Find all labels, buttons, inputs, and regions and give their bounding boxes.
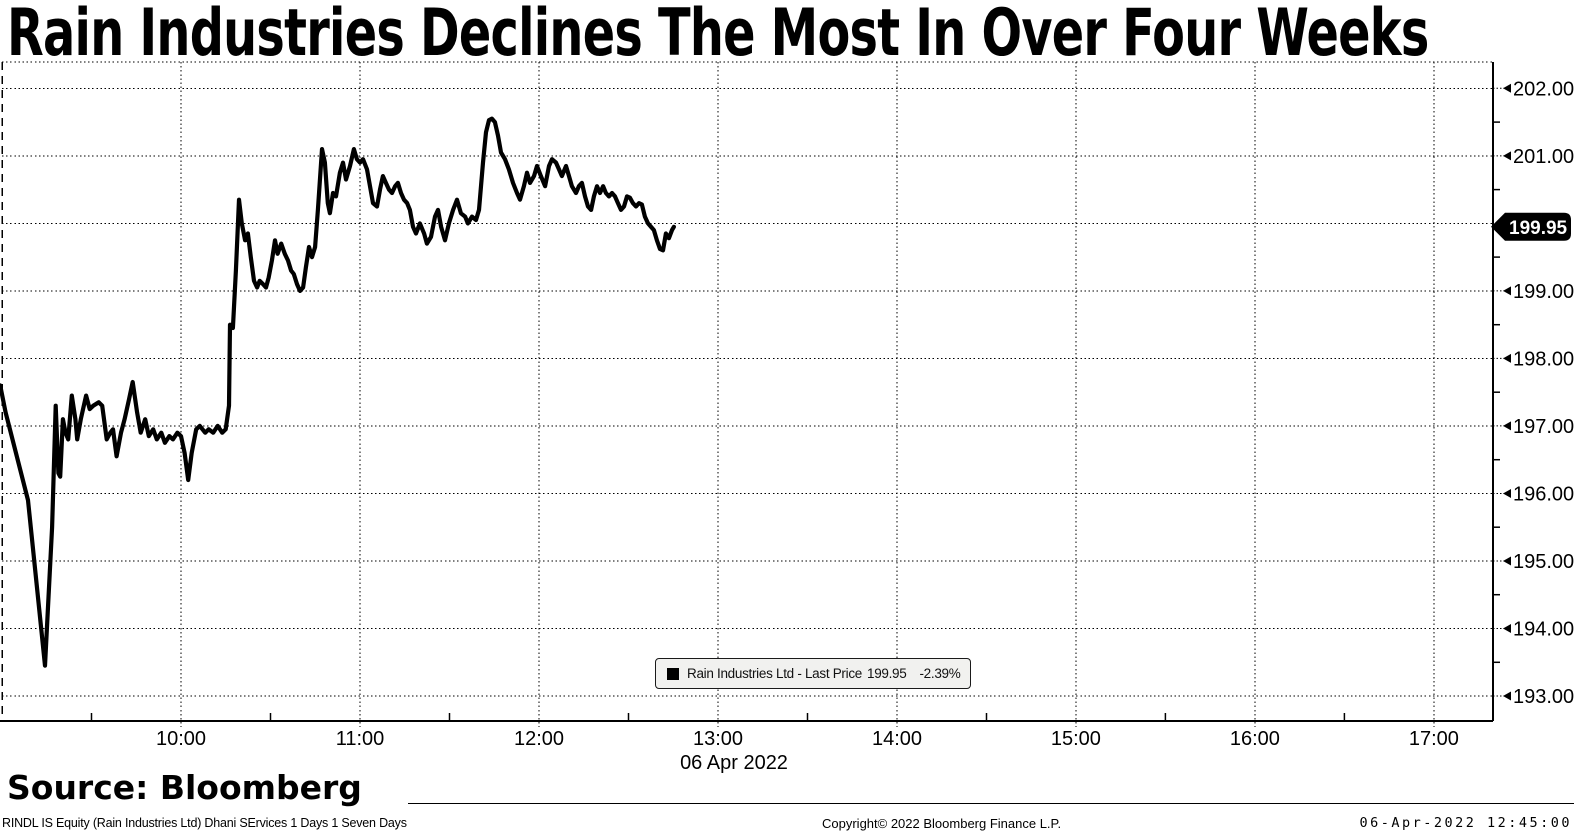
x-tick-label: 13:00 — [693, 728, 743, 750]
footer-security-info: RINDL IS Equity (Rain Industries Ltd) Dh… — [2, 816, 407, 830]
x-tick-label: 11:00 — [336, 728, 385, 750]
y-tick-arrow-icon — [1503, 691, 1511, 701]
y-tick-label: 193.00 — [1513, 686, 1574, 708]
footer-divider — [408, 803, 1574, 804]
x-tick-label: 14:00 — [872, 728, 922, 750]
series-legend[interactable]: Rain Industries Ltd - Last Price 199.95 … — [655, 658, 972, 689]
price-chart-canvas[interactable]: 202.00 201.00 199.00 198.00 197.00 196.00 195.… — [0, 0, 1574, 800]
price-line — [0, 116, 676, 668]
y-tick-arrow-icon — [1503, 489, 1511, 498]
y-tick-arrow-icon — [1503, 624, 1511, 633]
x-tick-label: 12:00 — [514, 728, 564, 750]
y-tick-arrow-icon — [1503, 421, 1511, 431]
x-tick-label: 10:00 — [156, 728, 206, 750]
date-label: 06 Apr 2022 — [680, 752, 788, 774]
y-tick-arrow-icon — [1503, 151, 1511, 161]
y-tick-label: 202.00 — [1513, 78, 1574, 100]
y-tick-label: 197.00 — [1513, 416, 1574, 438]
y-tick-arrow-icon — [1503, 353, 1511, 363]
x-tick-label: 15:00 — [1051, 728, 1101, 750]
chart-title: Rain Industries Declines The Most In Ove… — [7, 0, 1429, 71]
y-tick-label: 195.00 — [1513, 551, 1574, 573]
y-tick-arrow-icon — [1503, 556, 1511, 566]
x-tick-label: 17:00 — [1409, 728, 1459, 750]
footer-copyright: Copyright© 2022 Bloomberg Finance L.P. — [822, 816, 1062, 831]
last-price-tag — [1491, 212, 1571, 241]
footer-timestamp: 06-Apr-2022 12:45:00 — [1359, 815, 1572, 831]
y-tick-label: 196.00 — [1513, 484, 1574, 506]
legend-last-price: 199.95 — [866, 666, 907, 681]
x-tick-label: 16:00 — [1230, 728, 1280, 750]
legend-change-percent: -2.39% — [919, 666, 961, 681]
last-price-tag-label: 199.95 — [1509, 218, 1568, 239]
y-tick-label: 201.00 — [1513, 146, 1574, 168]
y-tick-arrow-icon — [1503, 286, 1511, 296]
y-tick-label: 194.00 — [1513, 619, 1574, 641]
y-tick-label: 198.00 — [1513, 348, 1574, 370]
legend-series-label: Rain Industries Ltd - Last Price — [687, 666, 862, 681]
y-tick-label: 199.00 — [1513, 281, 1574, 303]
source-label: Source: Bloomberg — [7, 768, 362, 807]
y-tick-arrow-icon — [1503, 83, 1511, 93]
series-marker-icon — [667, 667, 679, 680]
